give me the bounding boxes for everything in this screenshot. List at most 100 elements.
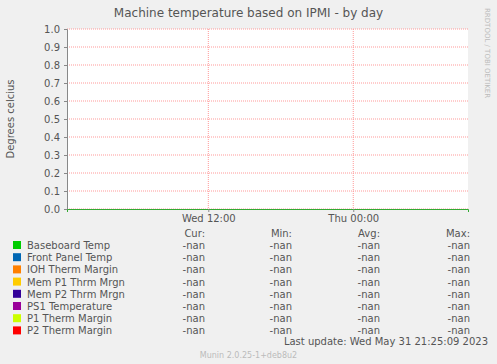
legend-stat: -nan — [183, 301, 205, 312]
legend-stat: -nan — [183, 277, 205, 288]
legend-stat: -nan — [270, 252, 292, 263]
legend-label: Mem P1 Thrm Mrgn — [27, 277, 125, 288]
y-tick-label: 1.0 — [44, 24, 60, 35]
y-tick: 0.5 — [44, 114, 67, 125]
legend-stat: -nan — [448, 289, 470, 300]
y-tick-label: 0.7 — [44, 78, 60, 89]
y-axis-title: Degrees celcius — [5, 79, 16, 158]
legend-label: P1 Therm Margin — [27, 313, 112, 324]
y-tick-mark — [64, 47, 67, 48]
legend-column-header: Avg: — [358, 228, 380, 239]
grid-line — [353, 29, 354, 209]
legend-stat: -nan — [448, 252, 470, 263]
y-tick-label: 0.8 — [44, 60, 60, 71]
chart: 0.0 0.1 0.2 0.3 0.4 0.5 0.6 0.7 0.8 0.9 1.0 Wed 12:… — [0, 0, 497, 364]
legend-stat: -nan — [270, 313, 292, 324]
y-tick-mark — [64, 101, 67, 102]
grid-line — [67, 173, 468, 174]
y-tick: 1.0 — [44, 24, 67, 35]
legend-stat: -nan — [183, 313, 205, 324]
grid-line — [67, 101, 468, 102]
legend-swatch — [13, 265, 21, 273]
legend-stat: -nan — [358, 325, 380, 336]
legend-stat: -nan — [358, 313, 380, 324]
x-tick-mark — [208, 209, 209, 212]
legend-swatch — [13, 314, 21, 322]
credit: Munin 2.0.25-1+deb8u2 — [200, 351, 297, 360]
y-tick-mark — [64, 155, 67, 156]
background — [0, 0, 497, 364]
grid-line — [67, 65, 468, 66]
y-tick-label: 0.0 — [44, 204, 60, 215]
y-tick: 0.7 — [44, 78, 67, 89]
x-tick: Wed 12:00 — [182, 209, 236, 224]
legend-label: Mem P2 Thrm Mrgn — [27, 289, 125, 300]
y-axis-line — [64, 30, 68, 210]
legend-stat: -nan — [183, 264, 205, 275]
y-tick-mark — [64, 191, 67, 192]
grid-line — [208, 29, 209, 209]
legend-stat: -nan — [448, 240, 470, 251]
legend-swatch — [13, 290, 21, 298]
legend-stat: -nan — [358, 289, 380, 300]
footer: Last update: Wed May 31 21:25:09 2023 — [284, 336, 488, 347]
legend-swatch — [13, 326, 21, 334]
y-tick: 0.1 — [44, 186, 67, 197]
legend-stat: -nan — [448, 277, 470, 288]
y-tick-label: 0.9 — [44, 42, 60, 53]
y-tick-mark — [64, 173, 67, 174]
y-tick-mark — [64, 83, 67, 84]
x-tick-label: Thu 00:00 — [327, 213, 379, 224]
legend-stat: -nan — [270, 325, 292, 336]
legend-swatch — [13, 241, 21, 249]
legend-stat: -nan — [183, 289, 205, 300]
legend-label: P2 Therm Margin — [27, 325, 112, 336]
y-tick-label: 0.2 — [44, 168, 60, 179]
grid-line — [67, 29, 468, 30]
legend-stat: -nan — [183, 240, 205, 251]
y-tick: 0.9 — [44, 42, 67, 53]
legend-stat: -nan — [270, 277, 292, 288]
x-tick-label: Wed 12:00 — [182, 213, 236, 224]
legend-stat: -nan — [358, 277, 380, 288]
y-tick-mark — [64, 137, 67, 138]
legend-column-header: Max: — [446, 228, 470, 239]
y-tick-mark — [64, 65, 67, 66]
y-tick: 0.8 — [44, 60, 67, 71]
y-tick: 0.6 — [44, 96, 67, 107]
y-tick-label: 0.4 — [44, 132, 60, 143]
legend-stat: -nan — [270, 264, 292, 275]
title: Machine temperature based on IPMI - by d… — [114, 6, 383, 20]
x-tick-mark — [353, 209, 354, 212]
legend: Cur:Min:Avg:Max:Baseboard Temp-nan-nan-n… — [13, 228, 470, 336]
legend-swatch — [13, 278, 21, 286]
grid-line — [67, 83, 468, 84]
grid-line — [67, 47, 468, 48]
legend-stat: -nan — [270, 240, 292, 251]
legend-stat: -nan — [448, 325, 470, 336]
legend-column-header: Min: — [271, 228, 292, 239]
legend-stat: -nan — [448, 301, 470, 312]
y-tick: 0.4 — [44, 132, 67, 143]
legend-stat: -nan — [270, 289, 292, 300]
legend-label: IOH Therm Margin — [27, 264, 118, 275]
y-tick-mark — [64, 29, 67, 30]
x-axis: Wed 12:00 Thu 00:00 — [68, 209, 469, 224]
legend-swatch — [13, 302, 21, 310]
legend-stat: -nan — [270, 301, 292, 312]
legend-label: Baseboard Temp — [27, 240, 110, 251]
legend-stat: -nan — [183, 252, 205, 263]
legend-label: Front Panel Temp — [27, 252, 112, 263]
legend-swatch — [13, 253, 21, 261]
x-tick: Thu 00:00 — [327, 209, 379, 224]
y-tick-label: 0.3 — [44, 150, 60, 161]
y-tick-label: 0.5 — [44, 114, 60, 125]
grid-line — [67, 137, 468, 138]
grid-line — [67, 155, 468, 156]
y-tick: 0.0 — [44, 204, 67, 215]
legend-stat: -nan — [358, 264, 380, 275]
grid-line — [67, 191, 468, 192]
y-tick: 0.2 — [44, 168, 67, 179]
legend-stat: -nan — [448, 264, 470, 275]
legend-stat: -nan — [358, 240, 380, 251]
